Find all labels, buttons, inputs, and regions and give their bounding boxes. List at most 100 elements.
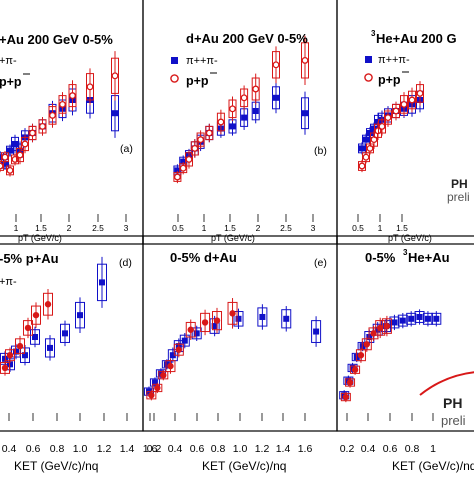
panel-a-proton-point-1 bbox=[1, 153, 9, 161]
panel-c-preliminary-text: preli bbox=[447, 190, 470, 204]
panel-c-legend-pion-marker bbox=[365, 56, 372, 63]
panel-c-proton-point-10 bbox=[416, 89, 424, 97]
panel-b-legend-pion: π++π- bbox=[186, 55, 218, 67]
panel-b-title: d+Au 200 GeV 0-5% bbox=[186, 31, 308, 46]
panel-f-xtick-label-0: 0.2 bbox=[340, 443, 355, 455]
panel-d-xtick-label-2: 0.8 bbox=[50, 443, 65, 455]
panel-e-proton-point-7 bbox=[213, 317, 221, 324]
panel-c-title-sup: 3 bbox=[371, 29, 376, 38]
panel-a-label: (a) bbox=[120, 143, 133, 155]
panel-b-xtick-label-4: 2.5 bbox=[280, 223, 292, 233]
panel-f-title: 0-5% bbox=[365, 250, 396, 265]
panel-d-pion-point-6 bbox=[62, 330, 68, 337]
panel-e-pion-point-7 bbox=[193, 330, 200, 337]
panel-e-pion-point-1 bbox=[151, 379, 158, 386]
panel-a-xtick-label-4: 3 bbox=[124, 223, 129, 233]
panel-f-pion-point-10 bbox=[408, 315, 415, 322]
panel-c-title: He+Au 200 G bbox=[376, 31, 457, 46]
panel-d-label: (d) bbox=[119, 257, 132, 269]
panel-c-legend-proton: p+p bbox=[378, 73, 401, 87]
panel-c-proton-point-9 bbox=[408, 96, 416, 104]
panel-f-preliminary-text: preli bbox=[441, 413, 466, 428]
panel-f-proton-point-7 bbox=[383, 322, 391, 330]
panel-c-xlabel: pT (GeV/c) bbox=[388, 233, 432, 243]
panel-a-xtick-label-3: 2.5 bbox=[92, 223, 104, 233]
panel-b-proton-point-10 bbox=[272, 61, 280, 69]
panel-e-proton-point-1 bbox=[154, 384, 161, 392]
panel-a-proton-point-12 bbox=[111, 72, 119, 80]
panel-e-pion-point-11 bbox=[283, 315, 290, 322]
panel-f-pion-point-13 bbox=[433, 315, 440, 322]
panel-a-proton-point-7 bbox=[39, 122, 46, 130]
panel-d-pion-point-7 bbox=[77, 312, 83, 319]
panel-b-xtick-label-1: 1 bbox=[202, 223, 207, 233]
panel-b-legend-proton-marker bbox=[170, 74, 179, 83]
panel-a-xtick-label-2: 2 bbox=[67, 223, 72, 233]
panel-a-proton-point-4 bbox=[16, 151, 24, 159]
panel-e-xtick-label-3: 0.8 bbox=[211, 443, 226, 455]
panel-a-legend-pion: +π- bbox=[0, 55, 17, 67]
panel-d-xlabel: KET (GeV/c)/nq bbox=[14, 459, 98, 473]
panel-a-proton-sys-box-0 bbox=[0, 161, 4, 171]
panel-a-proton-point-10 bbox=[69, 92, 76, 100]
panel-e-proton-point-4 bbox=[175, 346, 183, 353]
panel-d-xtick-label-3: 1.0 bbox=[73, 443, 88, 455]
panel-e-xtick-label-5: 1.2 bbox=[255, 443, 270, 455]
panel-d-xtick-label-0: 0.4 bbox=[2, 443, 17, 455]
panel-e-pion-point-10 bbox=[259, 313, 266, 320]
panel-e-xlabel: KET (GeV/c)/nq bbox=[202, 459, 286, 473]
panel-f-proton-point-5 bbox=[370, 330, 377, 337]
panel-f-phenix-logo-text: PH bbox=[443, 395, 462, 411]
panel-f-proton-point-4 bbox=[363, 341, 370, 348]
frame-f bbox=[336, 235, 474, 432]
panel-b-pion-point-11 bbox=[302, 110, 308, 117]
panel-c-phenix-logo-text: PH bbox=[451, 177, 468, 191]
panel-e-pion-point-8 bbox=[211, 323, 218, 330]
panel-frames bbox=[0, 0, 474, 432]
panel-d-proton-point-5 bbox=[44, 301, 52, 308]
panel-d-xtick-label-6: 1.6 bbox=[143, 443, 158, 455]
panel-f-xtick-label-3: 0.8 bbox=[405, 443, 420, 455]
data-marks bbox=[0, 35, 442, 403]
panel-e-proton-point-0 bbox=[148, 392, 155, 399]
panel-d-legend-pion: +π- bbox=[0, 276, 17, 288]
panel-c-proton-point-5 bbox=[378, 122, 386, 130]
panel-b-proton-point-0 bbox=[173, 173, 181, 181]
panel-d-proton-point-4 bbox=[32, 311, 40, 319]
panel-b-xtick-label-2: 1.5 bbox=[224, 223, 236, 233]
panel-f-title-b: He+Au bbox=[408, 250, 450, 265]
panel-a-proton-point-6 bbox=[29, 129, 36, 137]
panel-e-xtick-label-1: 0.4 bbox=[168, 443, 183, 455]
panel-f-pion-point-12 bbox=[424, 315, 431, 322]
panel-c-proton-point-1 bbox=[362, 153, 370, 161]
frame-c bbox=[336, 0, 474, 245]
panel-d-title: -5% p+Au bbox=[0, 251, 59, 266]
panel-b-proton-point-8 bbox=[240, 94, 248, 102]
panel-a-xlabel: pT (GeV/c) bbox=[18, 233, 62, 243]
panel-d-pion-point-4 bbox=[32, 334, 38, 340]
panel-f-proton-point-3 bbox=[357, 352, 365, 359]
panel-a-proton-point-8 bbox=[49, 111, 56, 119]
panel-b-proton-point-5 bbox=[205, 129, 213, 137]
panel-c-xtick-label-2: 1.5 bbox=[396, 223, 408, 233]
panel-b-pion-point-7 bbox=[229, 123, 236, 130]
panel-d-proton-point-0 bbox=[1, 364, 9, 372]
panel-a-proton-point-5 bbox=[21, 140, 29, 148]
panel-e-xtick-label-2: 0.6 bbox=[190, 443, 205, 455]
panel-e-pion-point-3 bbox=[163, 361, 170, 368]
panel-e-pion-point-12 bbox=[313, 328, 320, 335]
panel-a-pion-point-2 bbox=[7, 147, 13, 154]
panel-c-legend-pion: π++π- bbox=[378, 54, 410, 66]
panel-f-title-sup: 3 bbox=[403, 248, 408, 257]
panel-c-legend-proton-marker bbox=[364, 73, 373, 82]
panel-b-pion-point-10 bbox=[273, 94, 279, 101]
panel-b-proton-point-9 bbox=[252, 85, 260, 93]
panel-e-proton-point-6 bbox=[201, 319, 209, 326]
panel-f-xlabel: KET (GeV/c)/nq bbox=[392, 459, 474, 473]
panel-c-pion-point-1 bbox=[363, 136, 369, 143]
panel-a-proton-point-9 bbox=[59, 100, 66, 108]
panel-b-legend-proton: p+p bbox=[186, 74, 209, 88]
panel-f-proton-point-6 bbox=[377, 324, 384, 332]
